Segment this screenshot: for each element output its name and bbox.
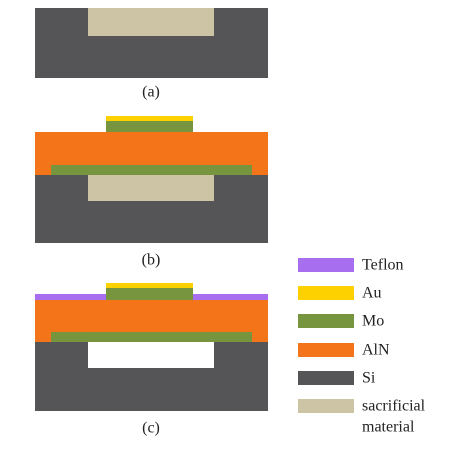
panel-a: (a) (35, 8, 268, 101)
panel-label: (a) (142, 84, 160, 101)
gold-layer (106, 116, 193, 121)
panel-c: (c) (35, 283, 268, 437)
legend-swatch (298, 343, 354, 357)
bottom-electrode (51, 165, 252, 175)
legend-label: Mo (362, 313, 384, 330)
legend-label: material (362, 419, 415, 436)
panel-label: (b) (142, 252, 161, 269)
legend-swatch (298, 258, 354, 272)
bottom-electrode (51, 332, 252, 342)
sacrificial-layer (88, 175, 214, 201)
top-electrode (106, 288, 193, 300)
legend-swatch (298, 286, 354, 300)
top-electrode (106, 121, 193, 132)
legend-label: Au (362, 285, 382, 302)
legend-label: Teflon (362, 257, 404, 274)
sacrificial-layer (88, 8, 214, 36)
legend-label: AlN (362, 342, 390, 359)
cavity (88, 342, 214, 368)
gold-layer (106, 283, 193, 288)
legend-swatch (298, 314, 354, 328)
legend-swatch (298, 399, 354, 413)
legend-label: Si (362, 370, 376, 387)
legend-label: sacrificial (362, 398, 426, 415)
legend-swatch (298, 371, 354, 385)
legend: Teflon Au Mo AlN Si sacrificial material (298, 257, 426, 436)
panel-b: (b) (35, 116, 268, 269)
panel-label: (c) (142, 420, 160, 437)
